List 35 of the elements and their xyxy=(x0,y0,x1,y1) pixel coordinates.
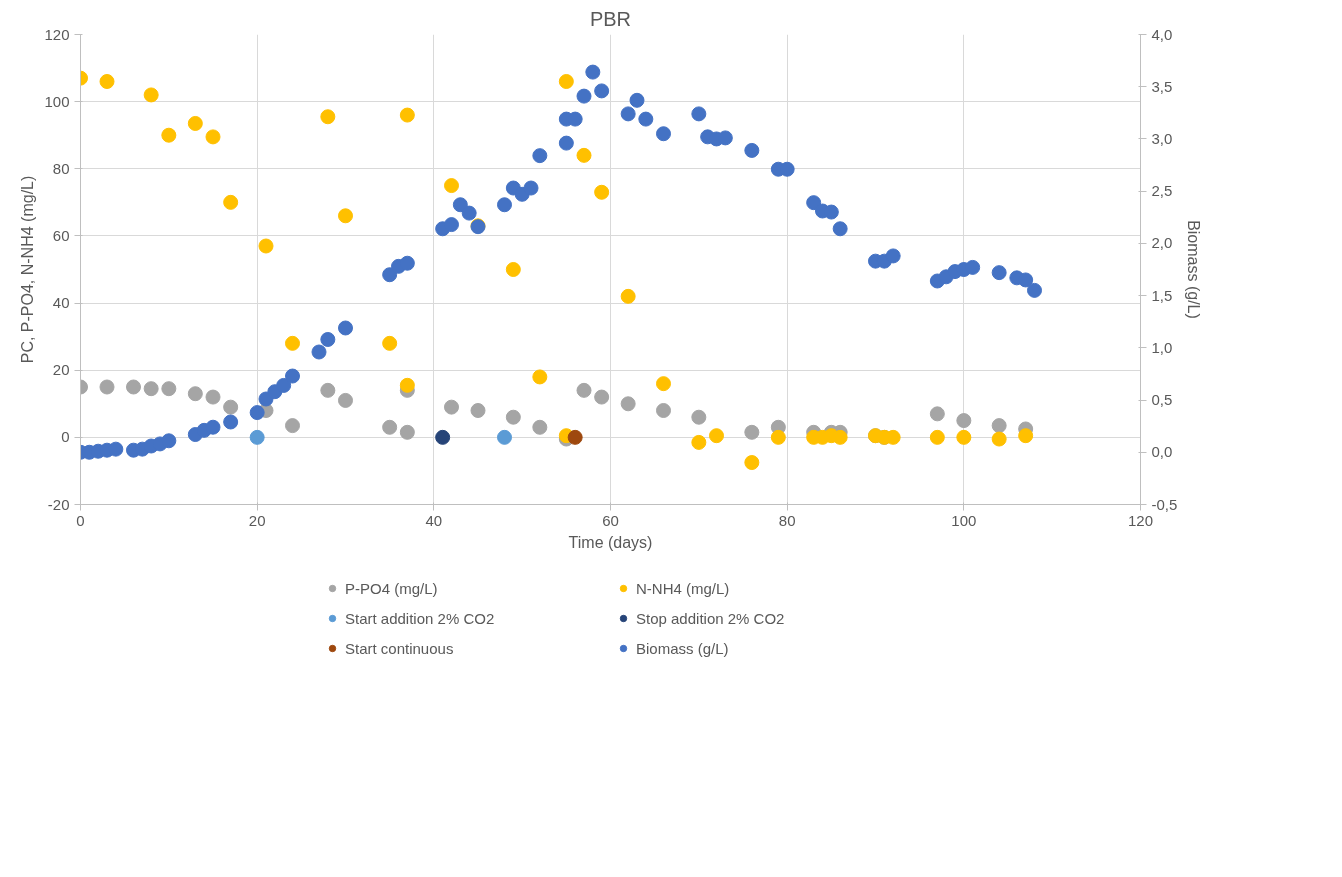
y2-axis-title: Biomass (g/L) xyxy=(1185,220,1203,319)
legend-label: P-PO4 (mg/L) xyxy=(345,579,439,597)
y-tick-label: 20 xyxy=(52,361,70,379)
x-tick-label: 120 xyxy=(1127,511,1154,529)
y-axis-title: PC, P-PO4, N-NH4 (mg/L) xyxy=(19,175,37,364)
y-tick-label: 40 xyxy=(52,294,70,312)
y2-tick-label: 1,5 xyxy=(1151,286,1173,304)
y-tick-label: 0 xyxy=(61,428,70,446)
y-tick-label: 60 xyxy=(52,226,70,244)
y2-tick-label: 2,5 xyxy=(1151,182,1173,200)
x-tick-label: 80 xyxy=(778,511,796,529)
y2-tick-label: 0,5 xyxy=(1151,391,1173,409)
x-tick-label: 20 xyxy=(248,511,266,529)
legend-label: Start continuous xyxy=(345,639,455,657)
y2-tick-label: 0,0 xyxy=(1151,443,1173,461)
y-tick-label: 80 xyxy=(52,159,70,177)
y-tick-label: -20 xyxy=(47,495,70,513)
y2-tick-label: 4,0 xyxy=(1151,25,1173,43)
x-tick-label: 60 xyxy=(602,511,619,529)
x-tick-label: 0 xyxy=(76,511,85,529)
legend-label: Biomass (g/L) xyxy=(636,639,730,657)
legend-label: Start addition 2% CO2 xyxy=(345,609,496,627)
x-axis-title: Time (days) xyxy=(568,533,653,551)
y-tick-label: 100 xyxy=(44,92,70,110)
y2-tick-label: 3,5 xyxy=(1151,77,1173,95)
y2-tick-label: -0,5 xyxy=(1151,495,1178,513)
y-tick-label: 120 xyxy=(44,25,70,43)
legend-label: N-NH4 (mg/L) xyxy=(636,579,731,597)
y2-tick-label: 2,0 xyxy=(1151,234,1173,252)
legend-label: Stop addition 2% CO2 xyxy=(636,609,786,627)
x-tick-label: 40 xyxy=(425,511,443,529)
x-tick-label: 100 xyxy=(951,511,977,529)
chart-title: PBR xyxy=(589,7,632,30)
y2-tick-label: 1,0 xyxy=(1151,338,1173,356)
y2-tick-label: 3,0 xyxy=(1151,129,1173,147)
